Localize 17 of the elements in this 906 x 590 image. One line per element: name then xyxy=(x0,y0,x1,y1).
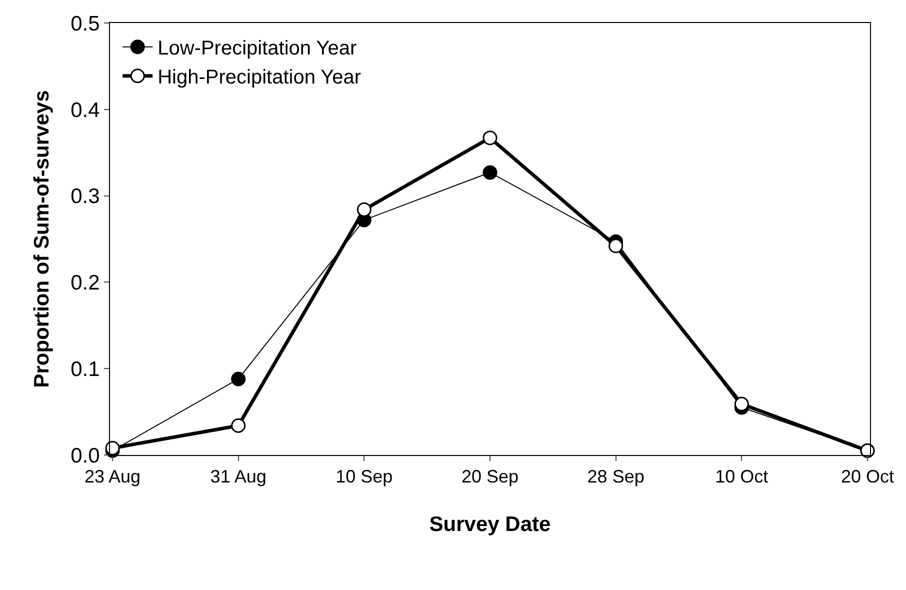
y-tick-label: 0.0 xyxy=(70,444,100,468)
y-axis-title: Proportion of Sum-of-surveys xyxy=(30,90,54,388)
legend-label: High-Precipitation Year xyxy=(158,66,362,89)
x-tick-label: 28 Sep xyxy=(587,466,644,487)
y-tick-label: 0.3 xyxy=(70,185,100,208)
x-tick-label: 20 Oct xyxy=(840,466,894,487)
y-tick-label: 0.5 xyxy=(70,12,100,36)
y-tick-label: 0.4 xyxy=(70,98,100,122)
x-tick-label: 10 Oct xyxy=(715,466,768,487)
x-tick-label: 31 Aug xyxy=(210,466,266,487)
x-tick-label: 10 Sep xyxy=(336,466,393,487)
x-tick-label: 23 Aug xyxy=(84,466,141,487)
legend-label: Low-Precipitation Year xyxy=(158,38,357,60)
x-tick-label: 20 Sep xyxy=(461,466,519,487)
y-tick-label: 0.2 xyxy=(70,272,100,295)
x-axis-title: Survey Date xyxy=(429,512,551,536)
y-tick-label: 0.1 xyxy=(70,358,100,381)
